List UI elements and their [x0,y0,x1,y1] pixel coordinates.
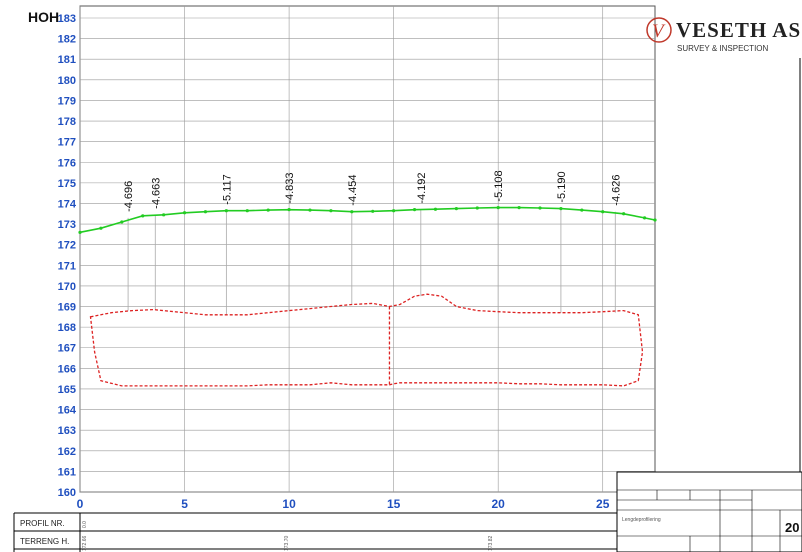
drawing-number: 20 [785,520,799,535]
y-tick-label: 160 [58,487,76,499]
seabed-point [329,209,333,213]
y-tick-label: 171 [58,260,76,272]
seabed-point [642,216,647,220]
y-tick-label: 173 [58,219,76,231]
y-tick-label: 179 [58,95,76,107]
y-tick-label: 169 [58,302,76,314]
y-tick-label: 180 [58,75,76,87]
seabed-point [559,207,563,211]
y-tick-label: 161 [58,466,76,478]
seabed-point [412,208,417,212]
depth-label: -4.663 [150,178,162,209]
depth-label: -4.454 [347,175,359,206]
y-tick-label: 165 [58,384,76,396]
logo-name: VESETH AS [676,18,801,42]
seabed-point [78,230,82,234]
x-tick-label: 5 [181,497,188,511]
y-axis-label: HOH [28,9,59,25]
depth-label: -4.833 [284,172,296,203]
seabed-point [182,211,187,215]
seabed-point [496,206,500,210]
seabed-point [538,206,542,210]
depth-label: -5.108 [493,170,505,201]
seabed-point [371,209,375,213]
depth-label: -4.696 [123,181,135,212]
y-tick-label: 170 [58,281,76,293]
plot-frame [79,5,656,493]
terreng-value-3: 173.82 [488,535,494,551]
seabed-point [601,210,605,214]
seabed-point [99,226,103,230]
x-tick-label: 10 [282,497,296,511]
x-tick-label: 0 [77,497,84,511]
y-tick-label: 175 [58,178,76,190]
seabed-point [580,208,584,212]
y-tick-label: 172 [58,240,76,252]
seabed-point [622,212,626,216]
logo-circle [646,17,672,43]
x-axis-ticks: 0 5 10 15 20 25 [77,497,610,511]
y-tick-label: 177 [58,137,76,149]
measurement-lines: -4.696 -4.663 -5.117 -4.833 -4.454 -4.192 -5.1… [123,170,622,315]
y-tick-label: 178 [58,116,76,128]
y-tick-label: 181 [58,54,76,66]
y-tick-label: 183 [58,13,76,25]
seabed-point [162,213,166,217]
seabed-point [308,208,312,212]
seabed-point [517,206,521,210]
profile-table: PROFIL NR. TERRENG H. 0.0 172.66 173.70 … [13,512,617,552]
y-tick-label: 174 [58,198,77,210]
grid [79,5,656,493]
y-tick-label: 164 [58,405,77,417]
x-tick-label: 15 [387,497,401,511]
depth-label: -4.626 [610,175,622,206]
seabed-point [120,220,124,224]
y-tick-label: 168 [58,322,76,334]
terreng-value-2: 173.70 [284,535,290,551]
title-block: Lengdeprofilering 20 [616,471,802,552]
series [78,206,657,387]
company-logo: V VESETH AS SURVEY & INSPECTION [646,17,801,53]
y-axis-ticks: 160 161 162 163 164 165 166 167 168 169 170 171 172 1… [58,13,77,499]
terreng-value: 172.66 [82,535,88,551]
depth-label: -5.190 [556,171,568,202]
seabed-point [141,214,145,218]
depth-label: -4.192 [416,172,428,203]
seabed-point [266,208,270,212]
y-tick-label: 162 [58,446,76,458]
seabed-point [287,208,291,212]
terreng-label: TERRENG H. [20,537,69,546]
seabed-point [392,209,396,213]
seabed-point [433,207,438,211]
drawing-title: Lengdeprofilering [622,517,661,523]
seabed-point [224,209,228,213]
seabed-point [454,207,458,211]
y-tick-label: 182 [58,34,76,46]
seabed-line [79,206,656,234]
y-tick-label: 167 [58,343,76,355]
depth-label: -5.117 [221,174,233,204]
seabed-point [203,210,208,214]
y-tick-label: 163 [58,425,76,437]
seabed-point [653,218,657,222]
y-tick-label: 176 [58,157,76,169]
profil-nr-label: PROFIL NR. [20,519,65,528]
x-tick-label: 25 [596,497,610,511]
logo-subtitle: SURVEY & INSPECTION [677,44,769,53]
x-tick-label: 20 [492,497,506,511]
profil-value: 0.0 [82,521,88,528]
seabed-point [475,206,479,210]
logo-letter: V [652,21,666,42]
structure-outline [89,293,644,387]
seabed-point [245,209,249,213]
seabed-point [350,210,354,214]
y-tick-label: 166 [58,363,76,375]
